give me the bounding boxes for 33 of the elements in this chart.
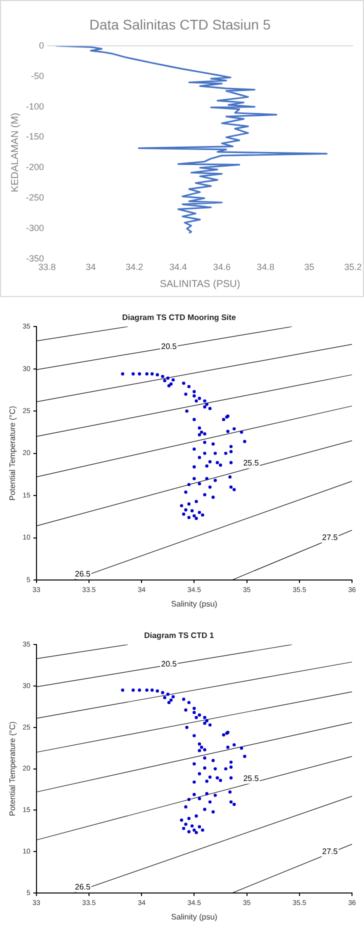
y-tick-label: -250 bbox=[26, 192, 44, 203]
y-tick-label: -200 bbox=[26, 162, 44, 172]
x-tick-label: 35.2 bbox=[344, 262, 362, 272]
chart-title: Data Salinitas CTD Stasiun 5 bbox=[89, 16, 271, 32]
x-tick-label: 34.6 bbox=[213, 262, 231, 272]
y-tick-label: -100 bbox=[26, 101, 44, 112]
x-axis-title: SALINITAS (PSU) bbox=[160, 278, 240, 290]
chart-title: Diagram TS CTD 1 bbox=[144, 631, 214, 640]
annotation: 25.5 bbox=[243, 774, 260, 783]
x-tick-label: 35 bbox=[304, 262, 314, 272]
y-axis-title: Potential Temperature (°C) bbox=[8, 721, 18, 816]
y-tick-label: 0 bbox=[39, 40, 44, 50]
x-axis-title: Salinity (psu) bbox=[171, 599, 218, 608]
annotation: 26.5 bbox=[74, 569, 92, 578]
x-tick-label: 34 bbox=[86, 262, 96, 272]
x-tick-label: 33.8 bbox=[38, 262, 56, 272]
x-axis-title: Salinity (psu) bbox=[171, 912, 218, 922]
y-tick-label: -350 bbox=[26, 254, 44, 264]
annotation: 26.5 bbox=[74, 882, 92, 892]
annotation: 27.5 bbox=[322, 846, 338, 856]
x-tick-label: 34.2 bbox=[126, 262, 144, 272]
annotation: 27.5 bbox=[322, 532, 338, 542]
y-tick-label: -150 bbox=[26, 132, 44, 142]
y-axis-title: KEDALAMAN (M) bbox=[10, 112, 21, 192]
annotation: 20.5 bbox=[161, 342, 178, 352]
y-tick-label: -300 bbox=[26, 223, 44, 234]
annotation: 25.5 bbox=[243, 458, 260, 468]
chart-title: Diagram TS CTD Mooring Site bbox=[122, 313, 236, 322]
x-tick-label: 34.4 bbox=[169, 262, 187, 272]
annotation: 20.5 bbox=[161, 660, 178, 669]
x-tick-label: 34.8 bbox=[256, 262, 274, 272]
y-axis-title: Potential Temperature (°C) bbox=[8, 406, 18, 501]
y-tick-label: -50 bbox=[31, 70, 44, 81]
